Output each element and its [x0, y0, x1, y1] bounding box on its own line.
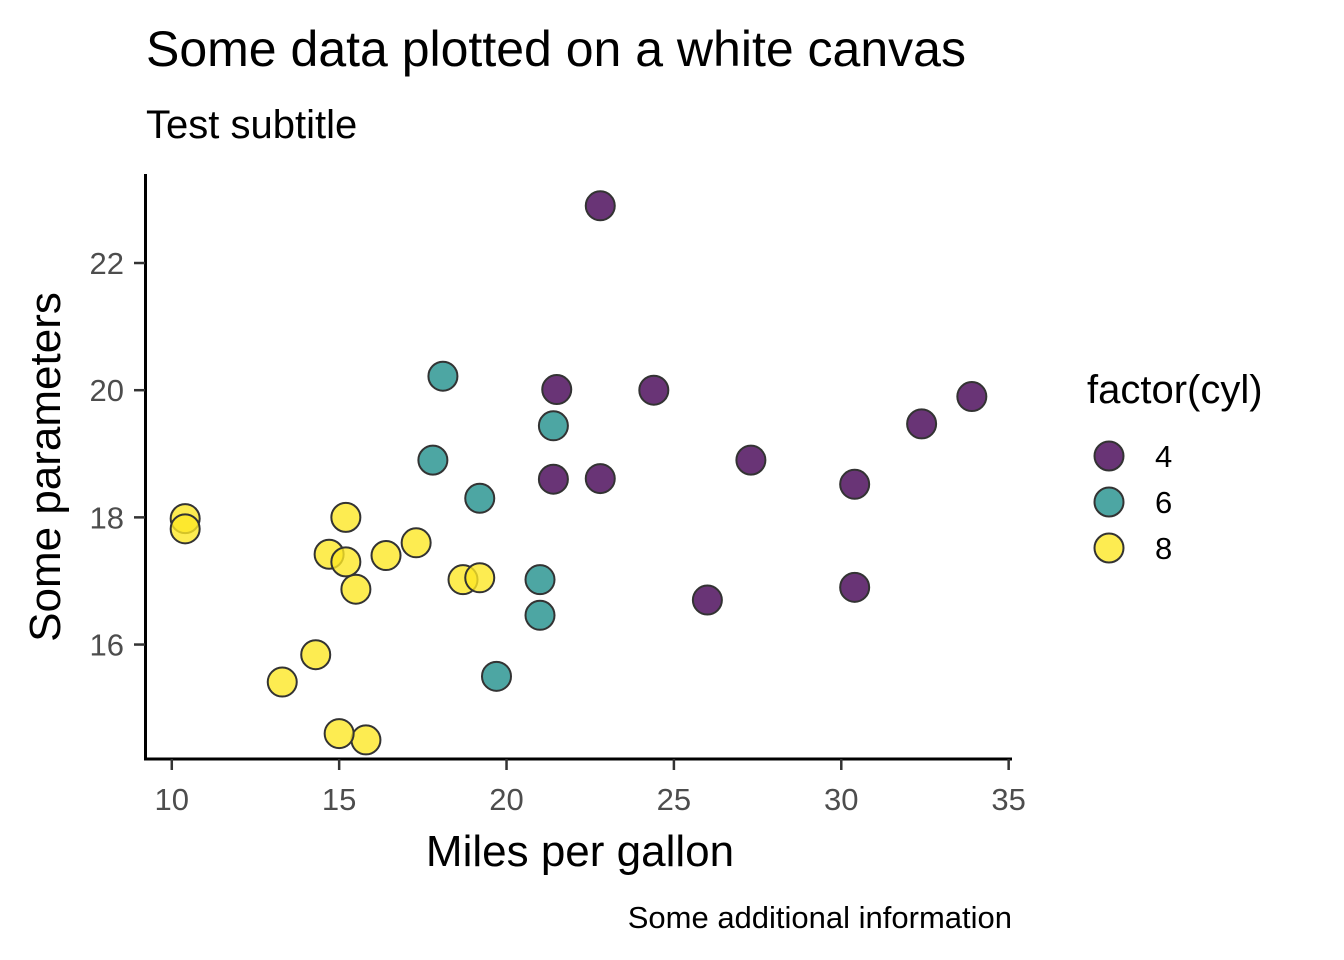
scatter-point [464, 482, 496, 514]
x-tick-label: 30 [824, 782, 858, 817]
legend-key [1093, 440, 1125, 472]
chart-subtitle: Test subtitle [146, 103, 357, 147]
x-axis-ticks: 10 15 20 25 30 35 [155, 759, 1026, 817]
scatter-point [541, 374, 573, 406]
y-tick-label: 18 [90, 500, 124, 535]
scatter-point [906, 408, 938, 440]
scatter-point [169, 513, 201, 545]
chart-caption: Some additional information [628, 900, 1012, 935]
scatter-point [266, 666, 298, 698]
x-tick-label: 10 [155, 782, 189, 817]
scatter-point [691, 584, 723, 616]
scatter-point [638, 374, 670, 406]
legend-label: 6 [1155, 485, 1172, 520]
scatter-point [537, 463, 569, 495]
scatter-point [350, 724, 382, 756]
scatter-point [417, 444, 449, 476]
points-layer [169, 190, 988, 756]
scatter-point [400, 527, 432, 559]
scatter-point [524, 599, 556, 631]
y-tick-label: 16 [90, 628, 124, 663]
scatter-point [464, 562, 496, 594]
y-tick-label: 20 [90, 373, 124, 408]
scatter-point [300, 639, 332, 671]
scatter-point [735, 444, 767, 476]
legend-title: factor(cyl) [1087, 368, 1263, 412]
scatter-point [584, 463, 616, 495]
scatter-point [427, 360, 459, 392]
chart-title: Some data plotted on a white canvas [146, 21, 966, 77]
x-tick-label: 25 [657, 782, 691, 817]
scatter-point [480, 660, 512, 692]
legend: factor(cyl) 4 6 8 [1087, 368, 1263, 566]
scatter-point [340, 573, 372, 605]
x-tick-label: 15 [322, 782, 356, 817]
y-tick-label: 22 [90, 246, 124, 281]
x-tick-label: 20 [489, 782, 523, 817]
y-axis-title: Some parameters [21, 292, 70, 642]
scatter-point [956, 381, 988, 413]
scatter-point [524, 564, 556, 596]
y-axis-ticks: 16 18 20 22 [90, 246, 145, 663]
scatter-point [839, 571, 871, 603]
scatter-point [584, 190, 616, 222]
x-axis-title: Miles per gallon [426, 827, 734, 876]
legend-label: 8 [1155, 531, 1172, 566]
legend-key [1093, 486, 1125, 518]
scatter-point [370, 540, 402, 572]
scatter-point [537, 410, 569, 442]
scatter-point [323, 718, 355, 750]
x-tick-label: 35 [991, 782, 1025, 817]
scatter-point [330, 546, 362, 578]
scatter-point [330, 501, 362, 533]
legend-key [1093, 532, 1125, 564]
legend-label: 4 [1155, 439, 1172, 474]
scatter-point [839, 468, 871, 500]
